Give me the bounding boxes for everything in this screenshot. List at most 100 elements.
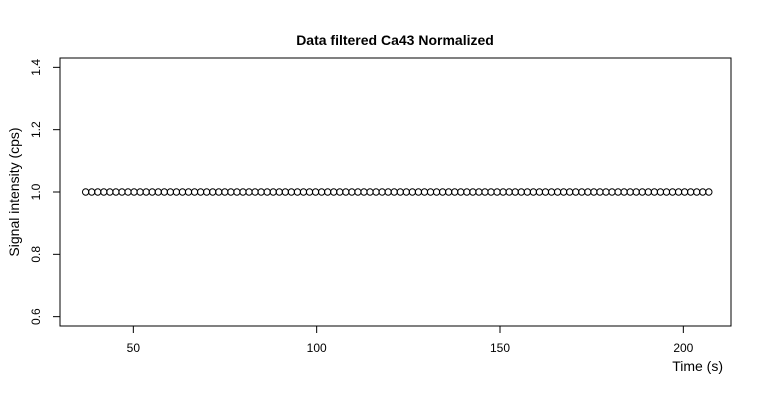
data-point: [662, 188, 671, 196]
data-point: [215, 188, 223, 196]
x-tick-label: 150: [490, 341, 510, 355]
data-point: [432, 188, 441, 196]
data-point: [590, 188, 598, 196]
data-point: [608, 188, 616, 196]
y-tick-label: 0.8: [29, 246, 43, 263]
x-tick-label: 200: [673, 341, 693, 355]
data-point: [463, 188, 471, 196]
data-point: [505, 188, 513, 196]
data-point: [263, 188, 271, 196]
data-point: [166, 188, 175, 196]
y-axis: 0.6 0.8 1.0 1.2 1.4: [29, 59, 61, 325]
data-point: [408, 188, 417, 196]
data-point: [323, 188, 332, 196]
data-point: [305, 188, 314, 196]
data-point: [354, 188, 362, 196]
chart-title: Data filtered Ca43 Normalized: [296, 32, 494, 48]
data-point: [656, 188, 665, 196]
data-point: [251, 188, 259, 196]
data-point: [451, 188, 459, 196]
data-point: [245, 188, 253, 196]
data-point: [420, 188, 429, 196]
data-point: [317, 188, 326, 196]
x-axis: 50 100 150 200: [127, 325, 694, 355]
data-point: [239, 188, 247, 196]
data-point: [136, 188, 144, 196]
data-point: [299, 188, 308, 196]
y-tick-label: 0.6: [29, 308, 43, 325]
data-point: [402, 188, 411, 196]
data-point: [275, 188, 283, 196]
data-point: [602, 188, 610, 196]
data-point: [444, 188, 453, 196]
data-point: [578, 188, 586, 196]
data-points: [81, 188, 713, 196]
data-point: [596, 188, 604, 196]
data-point: [106, 188, 114, 196]
x-axis-label: Time (s): [672, 358, 723, 374]
data-point: [257, 188, 265, 196]
data-point: [209, 188, 217, 196]
data-point: [457, 188, 465, 196]
data-point: [202, 188, 211, 196]
y-tick-label: 1.0: [29, 183, 43, 200]
data-point: [348, 188, 356, 196]
data-point: [384, 188, 392, 196]
data-point: [124, 188, 132, 196]
data-point: [221, 188, 229, 196]
data-point: [184, 188, 193, 196]
data-point: [330, 188, 338, 196]
data-point: [396, 188, 404, 196]
data-point: [668, 188, 677, 196]
data-point: [378, 188, 386, 196]
data-point: [311, 188, 320, 196]
data-point: [112, 188, 120, 196]
y-tick-label: 1.2: [29, 121, 43, 138]
data-point: [584, 188, 592, 196]
data-point: [233, 188, 241, 196]
data-point: [426, 188, 435, 196]
data-point: [553, 188, 562, 196]
data-point: [517, 188, 525, 196]
data-point: [644, 188, 653, 196]
data-point: [559, 188, 568, 196]
data-point: [154, 188, 162, 196]
data-point: [650, 188, 659, 196]
data-point: [614, 188, 622, 196]
data-point: [81, 188, 90, 196]
data-point: [680, 188, 689, 196]
data-point: [178, 188, 187, 196]
data-point: [269, 188, 277, 196]
data-point: [438, 188, 447, 196]
data-point: [572, 188, 580, 196]
x-tick-label: 50: [127, 341, 141, 355]
data-point: [372, 188, 380, 196]
data-point: [366, 188, 374, 196]
data-point: [493, 188, 501, 196]
data-point: [88, 188, 96, 196]
data-point: [511, 188, 519, 196]
data-point: [360, 188, 368, 196]
data-point: [390, 188, 398, 196]
data-point: [227, 188, 235, 196]
data-point: [529, 188, 538, 196]
data-point: [172, 188, 181, 196]
data-point: [638, 188, 646, 196]
data-point: [196, 188, 205, 196]
data-point: [535, 188, 544, 196]
data-point: [693, 188, 701, 196]
data-point: [414, 188, 423, 196]
data-point: [632, 188, 640, 196]
data-point: [686, 188, 695, 196]
data-point: [148, 188, 156, 196]
data-point: [342, 188, 350, 196]
data-point: [565, 188, 574, 196]
data-point: [626, 188, 634, 196]
data-point: [475, 188, 483, 196]
x-tick-label: 100: [307, 341, 327, 355]
data-point: [487, 188, 495, 196]
data-point: [674, 188, 683, 196]
data-point: [699, 188, 707, 196]
data-point: [481, 188, 489, 196]
